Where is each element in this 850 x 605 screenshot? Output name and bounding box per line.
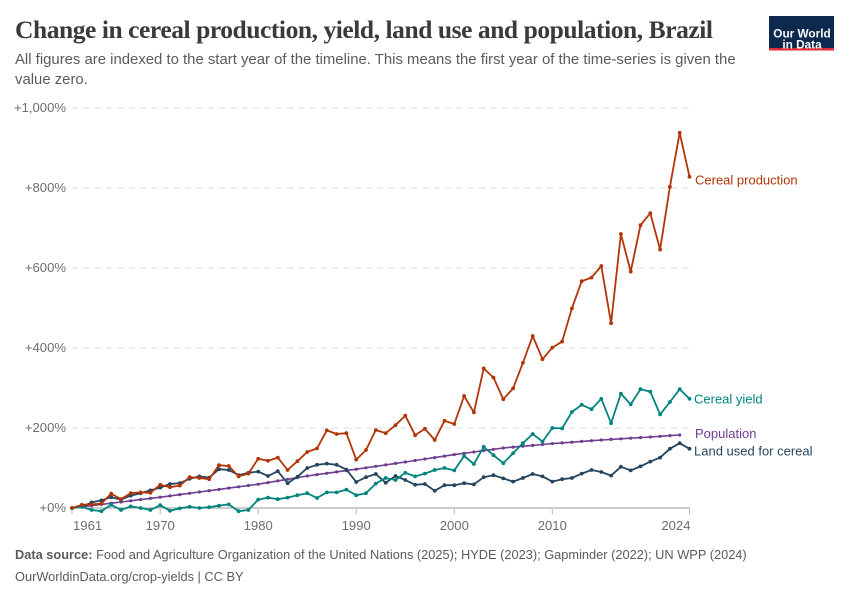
svg-text:+800%: +800%: [25, 180, 66, 195]
svg-text:Population: Population: [695, 426, 756, 441]
svg-text:+200%: +200%: [25, 420, 66, 435]
svg-text:Cereal yield: Cereal yield: [694, 392, 763, 407]
svg-text:+1,000%: +1,000%: [14, 100, 66, 115]
svg-text:Data source: Food and Agricult: Data source: Food and Agriculture Organi…: [15, 547, 747, 562]
svg-text:+400%: +400%: [25, 340, 66, 355]
svg-text:+600%: +600%: [25, 260, 66, 275]
svg-text:Land used for cereal: Land used for cereal: [694, 444, 813, 459]
svg-text:All figures are indexed to the: All figures are indexed to the start yea…: [15, 52, 736, 68]
svg-text:Our World: Our World: [773, 27, 830, 41]
svg-text:OurWorldinData.org/crop-yields: OurWorldinData.org/crop-yields | CC BY: [15, 569, 244, 584]
svg-text:value zero.: value zero.: [15, 72, 88, 88]
svg-text:1990: 1990: [342, 518, 371, 533]
svg-text:1961: 1961: [73, 518, 102, 533]
svg-text:Change in cereal production, y: Change in cereal production, yield, land…: [15, 15, 713, 44]
svg-text:1980: 1980: [244, 518, 273, 533]
svg-text:Cereal production: Cereal production: [695, 173, 798, 188]
svg-text:2010: 2010: [538, 518, 567, 533]
svg-text:2024: 2024: [661, 518, 690, 533]
svg-text:in Data: in Data: [782, 37, 822, 51]
svg-text:1970: 1970: [146, 518, 175, 533]
svg-text:2000: 2000: [440, 518, 469, 533]
svg-text:+0%: +0%: [39, 500, 66, 515]
